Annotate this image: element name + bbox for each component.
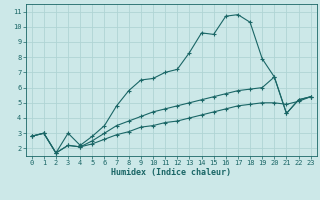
X-axis label: Humidex (Indice chaleur): Humidex (Indice chaleur): [111, 168, 231, 177]
